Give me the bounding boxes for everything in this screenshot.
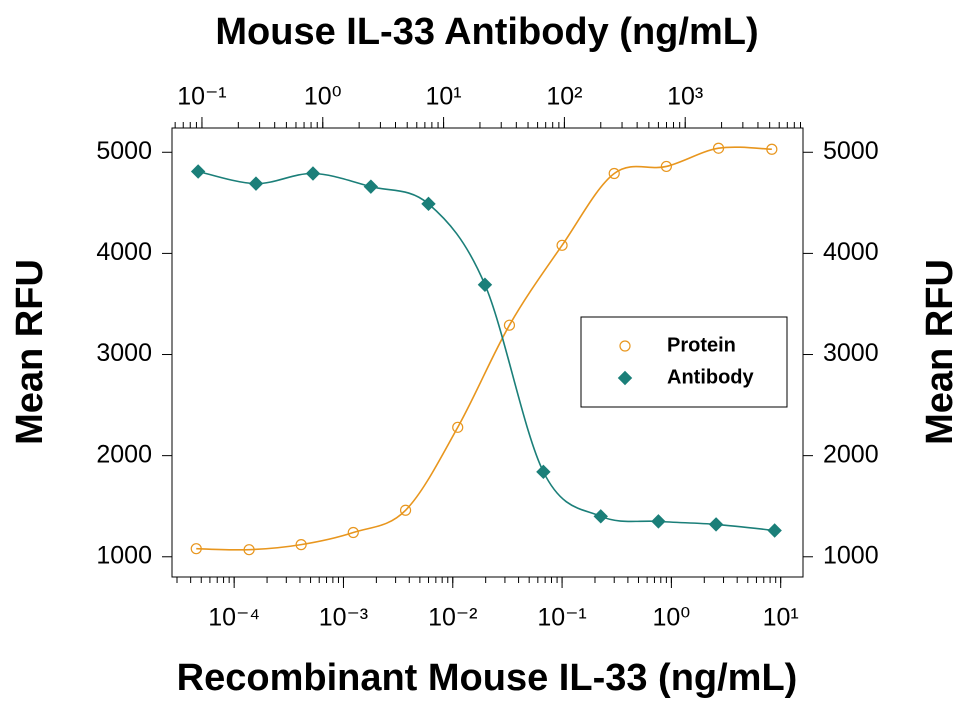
bottom-axis-title: Recombinant Mouse IL-33 (ng/mL)	[177, 657, 798, 699]
x-tick-label: 10⁻²	[428, 604, 477, 632]
x2-tick-label: 10³	[667, 83, 703, 111]
x2-tick-label: 10⁻¹	[177, 83, 226, 111]
top-axis-title: Mouse IL-33 Antibody (ng/mL)	[215, 11, 758, 53]
x-tick-label: 10⁻¹	[537, 604, 586, 632]
x-tick-label: 10⁰	[652, 604, 690, 632]
data-point	[651, 514, 666, 529]
x2-tick-label: 10¹	[426, 83, 462, 111]
data-point	[556, 239, 568, 251]
legend-box	[580, 316, 788, 408]
data-point	[399, 504, 412, 516]
data-point	[347, 526, 359, 539]
fit-curve	[196, 146, 772, 551]
data-point	[248, 176, 264, 191]
y-tick-label: 3000	[96, 339, 152, 367]
x-tick-label: 10⁻⁴	[208, 604, 260, 632]
plot-frame	[171, 127, 804, 578]
data-point	[766, 143, 778, 155]
y2-tick-label: 5000	[823, 137, 879, 165]
data-point	[452, 421, 464, 433]
data-point	[767, 523, 782, 538]
data-point	[608, 167, 620, 180]
y-axis-title: Mean RFU	[9, 259, 51, 445]
y2-axis-title: Mean RFU	[919, 259, 961, 445]
y2-tick-label: 4000	[823, 238, 879, 266]
y-tick-label: 5000	[96, 137, 152, 165]
data-point	[593, 509, 608, 524]
y2-tick-label: 1000	[823, 541, 879, 569]
data-point	[305, 166, 321, 181]
data-point	[503, 319, 516, 331]
x2-tick-label: 10²	[546, 83, 582, 111]
data-point	[243, 544, 255, 556]
data-point	[363, 179, 379, 194]
y-tick-label: 1000	[96, 541, 152, 569]
legend-marker	[617, 370, 633, 386]
data-point	[295, 539, 307, 551]
data-point	[190, 164, 206, 179]
data-point	[660, 160, 672, 173]
y-tick-label: 4000	[96, 238, 152, 266]
data-point	[536, 464, 551, 480]
legend-label: Antibody	[667, 366, 755, 388]
x2-tick-label: 10⁰	[304, 83, 342, 111]
x-tick-label: 10¹	[763, 604, 799, 632]
data-point	[712, 142, 725, 154]
legend-marker	[619, 340, 631, 352]
legend-label: Protein	[667, 334, 736, 356]
data-point	[477, 277, 493, 292]
data-point	[421, 196, 436, 212]
y2-tick-label: 2000	[823, 440, 879, 468]
x-tick-label: 10⁻³	[319, 604, 368, 632]
y2-tick-label: 3000	[823, 339, 879, 367]
y-tick-label: 2000	[96, 440, 152, 468]
data-point	[190, 543, 202, 555]
data-point	[708, 517, 724, 532]
